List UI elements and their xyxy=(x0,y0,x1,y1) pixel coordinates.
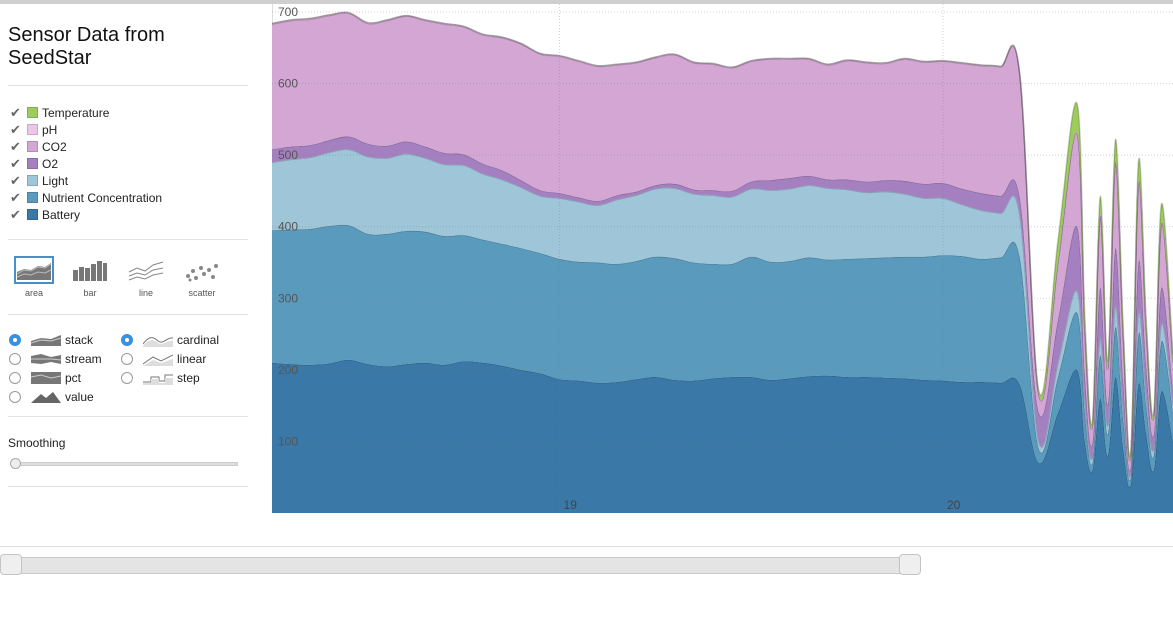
renderer-label: area xyxy=(12,288,56,298)
option-label: pct xyxy=(65,371,81,385)
y-tick-label: 100 xyxy=(278,434,298,448)
legend-swatch xyxy=(27,141,38,152)
legend-swatch xyxy=(27,158,38,169)
offset-option-value[interactable]: value xyxy=(9,387,102,406)
checkmark-icon[interactable]: ✔ xyxy=(10,173,24,189)
bar-chart-icon[interactable] xyxy=(70,256,110,284)
radio-button[interactable] xyxy=(121,372,133,384)
page-title: Sensor Data from SeedStar xyxy=(8,24,248,70)
renderer-bar[interactable]: bar xyxy=(68,256,112,300)
divider xyxy=(8,85,248,86)
option-label: step xyxy=(177,371,200,385)
step-icon xyxy=(143,371,173,385)
radio-button[interactable] xyxy=(9,353,21,365)
offset-option-pct[interactable]: pct xyxy=(9,368,102,387)
y-tick-label: 600 xyxy=(278,77,298,91)
option-label: cardinal xyxy=(177,333,219,347)
cardinal-icon xyxy=(143,333,173,347)
legend-label: O2 xyxy=(42,157,58,171)
scatter-chart-icon[interactable] xyxy=(182,256,222,284)
line-chart-icon[interactable] xyxy=(126,256,166,284)
legend-item[interactable]: ✔ Nutrient Concentration xyxy=(10,189,162,206)
legend-item[interactable]: ✔ Temperature xyxy=(10,104,162,121)
smoothing-label: Smoothing xyxy=(8,436,65,450)
checkmark-icon[interactable]: ✔ xyxy=(10,105,24,121)
renderer-label: line xyxy=(124,288,168,298)
area-chart-icon[interactable] xyxy=(14,256,54,284)
offset-and-interpolation-options: stack stream pct value cardinal linear step xyxy=(9,330,102,406)
divider xyxy=(8,239,248,240)
interpolation-options: cardinal linear step xyxy=(121,330,219,387)
x-tick-label: 20 xyxy=(947,498,961,512)
legend-label: Temperature xyxy=(42,106,109,120)
legend-item[interactable]: ✔ CO2 xyxy=(10,138,162,155)
renderer-line[interactable]: line xyxy=(124,256,168,300)
checkmark-icon[interactable]: ✔ xyxy=(10,122,24,138)
range-slider-start-handle[interactable] xyxy=(0,554,22,575)
legend-item[interactable]: ✔ O2 xyxy=(10,155,162,172)
checkmark-icon[interactable]: ✔ xyxy=(10,190,24,206)
option-label: linear xyxy=(177,352,206,366)
legend-swatch xyxy=(27,175,38,186)
radio-button[interactable] xyxy=(9,334,21,346)
radio-button[interactable] xyxy=(121,353,133,365)
chart[interactable]: 100 200 300 400 500 600 700 19 20 xyxy=(272,4,1173,513)
legend-item[interactable]: ✔ Battery xyxy=(10,206,162,223)
legend-swatch xyxy=(27,107,38,118)
divider xyxy=(8,486,248,487)
stream-icon xyxy=(31,352,61,366)
radio-button[interactable] xyxy=(121,334,133,346)
y-tick-label: 300 xyxy=(278,291,298,305)
smoothing-slider-track[interactable] xyxy=(14,462,238,466)
radio-button[interactable] xyxy=(9,372,21,384)
range-slider-end-handle[interactable] xyxy=(899,554,921,575)
legend-label: Battery xyxy=(42,208,80,222)
legend-swatch xyxy=(27,192,38,203)
option-label: value xyxy=(65,390,94,404)
stack-icon xyxy=(31,333,61,347)
interpolation-option-linear[interactable]: linear xyxy=(121,349,219,368)
renderer-scatter[interactable]: scatter xyxy=(180,256,224,300)
renderer-picker: area bar line scatter xyxy=(12,256,236,300)
offset-option-stream[interactable]: stream xyxy=(9,349,102,368)
legend-swatch xyxy=(27,209,38,220)
legend-item[interactable]: ✔ pH xyxy=(10,121,162,138)
smoothing-slider-handle[interactable] xyxy=(10,458,21,469)
legend-label: CO2 xyxy=(42,140,67,154)
y-tick-label: 200 xyxy=(278,363,298,377)
interpolation-option-step[interactable]: step xyxy=(121,368,219,387)
radio-button[interactable] xyxy=(9,391,21,403)
checkmark-icon[interactable]: ✔ xyxy=(10,207,24,223)
renderer-area[interactable]: area xyxy=(12,256,56,300)
interpolation-option-cardinal[interactable]: cardinal xyxy=(121,330,219,349)
y-tick-label: 700 xyxy=(278,5,298,19)
divider xyxy=(8,314,248,315)
offset-options: stack stream pct value xyxy=(9,330,102,406)
option-label: stream xyxy=(65,352,102,366)
range-divider xyxy=(0,546,1173,547)
renderer-label: bar xyxy=(68,288,112,298)
legend: ✔ Temperature ✔ pH ✔ CO2 ✔ O2 ✔ Light ✔ Nutrient Co… xyxy=(10,104,162,223)
linear-icon xyxy=(143,352,173,366)
option-label: stack xyxy=(65,333,93,347)
divider xyxy=(8,416,248,417)
checkmark-icon[interactable]: ✔ xyxy=(10,156,24,172)
checkmark-icon[interactable]: ✔ xyxy=(10,139,24,155)
renderer-label: scatter xyxy=(180,288,224,298)
sidebar: Sensor Data from SeedStar ✔ Temperature ✔ p… xyxy=(0,4,256,524)
range-slider-track[interactable] xyxy=(8,557,920,574)
pct-icon xyxy=(31,371,61,385)
value-icon xyxy=(31,390,61,404)
legend-item[interactable]: ✔ Light xyxy=(10,172,162,189)
y-tick-label: 400 xyxy=(278,220,298,234)
x-tick-label: 19 xyxy=(564,498,578,512)
legend-swatch xyxy=(27,124,38,135)
legend-label: Light xyxy=(42,174,68,188)
legend-label: Nutrient Concentration xyxy=(42,191,162,205)
offset-option-stack[interactable]: stack xyxy=(9,330,102,349)
y-tick-label: 500 xyxy=(278,148,298,162)
legend-label: pH xyxy=(42,123,57,137)
